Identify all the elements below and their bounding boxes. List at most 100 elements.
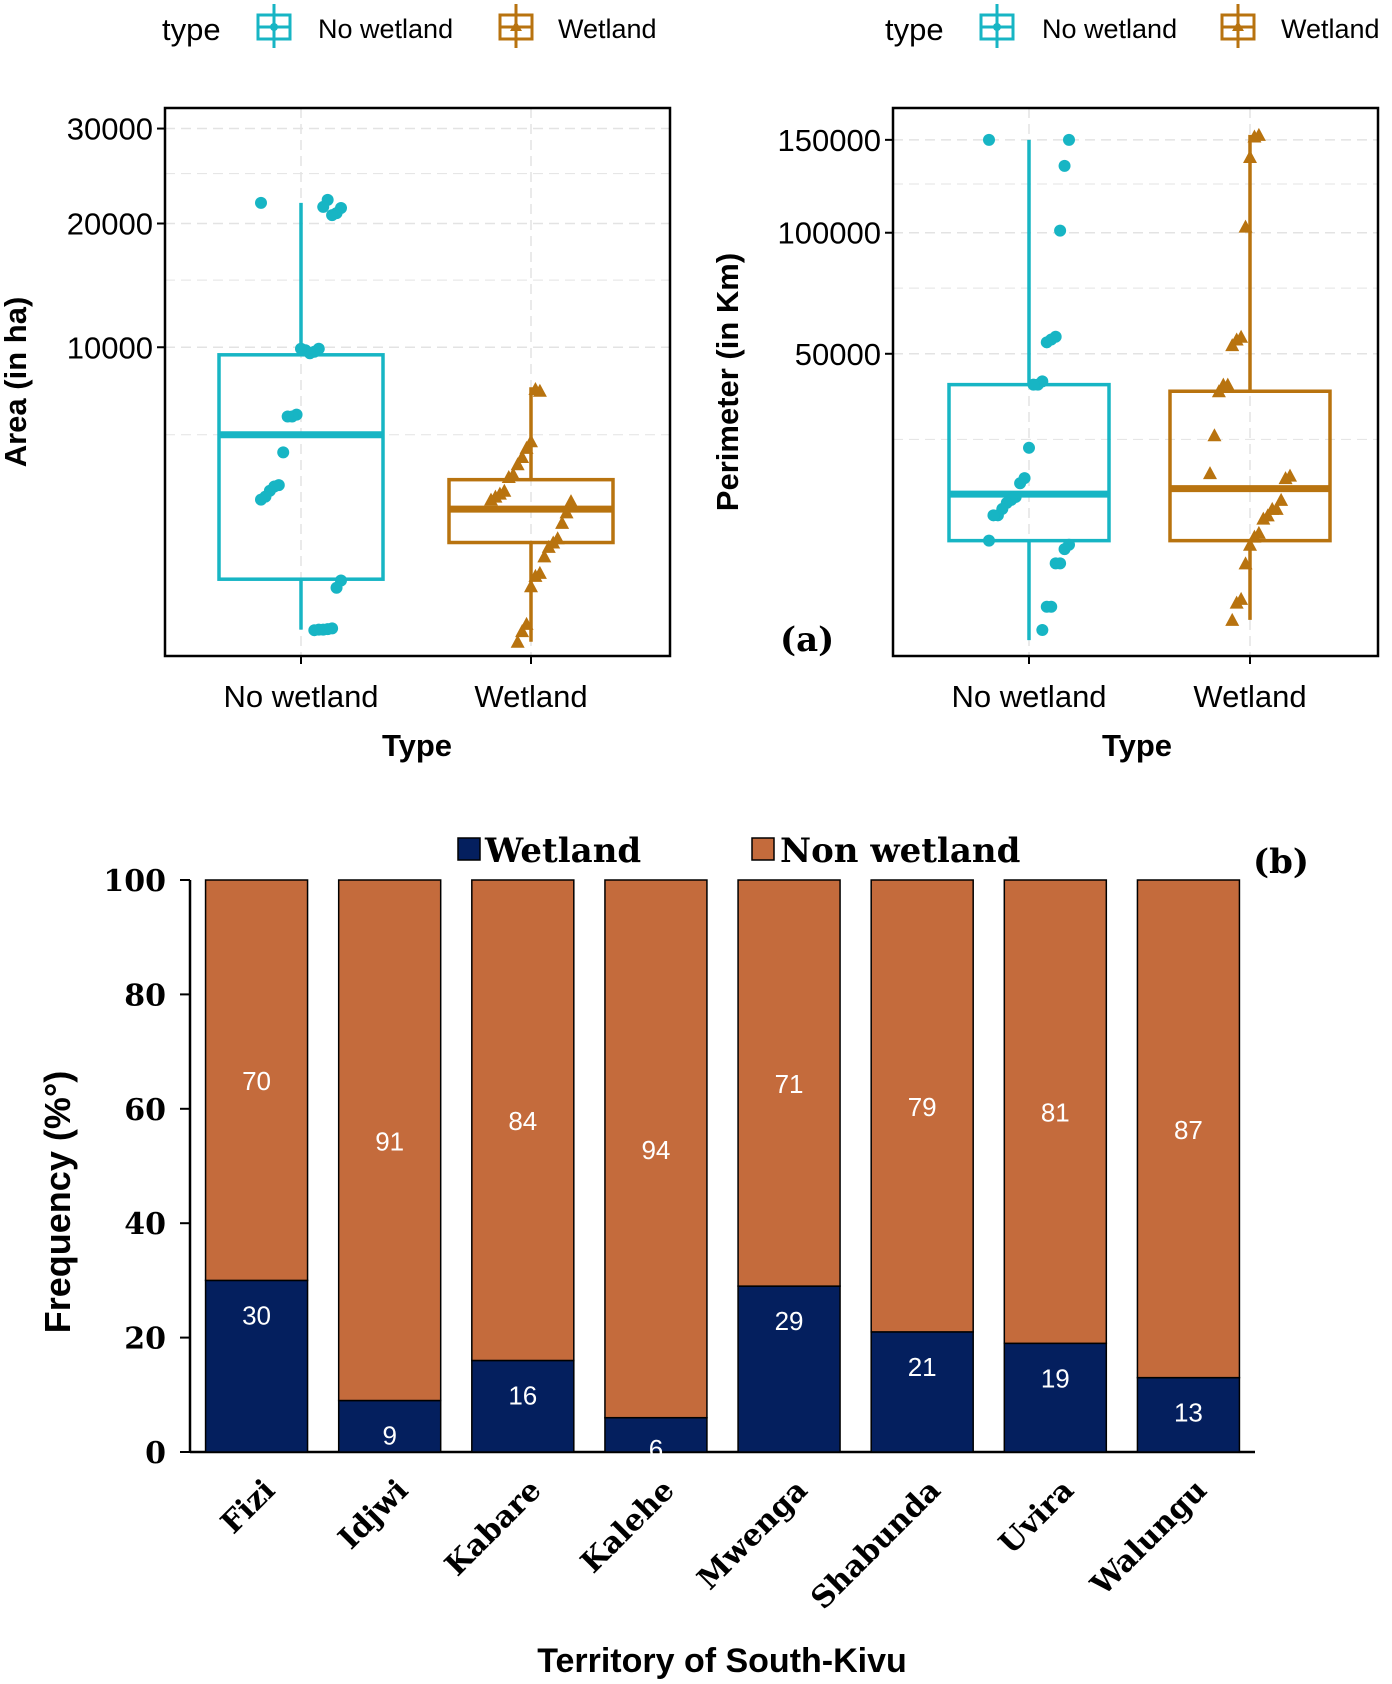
area-point-no-wetland xyxy=(281,410,294,423)
frequency-y-axis-title: Frequency (%°) xyxy=(37,1071,78,1333)
bar-wetland-shabunda xyxy=(870,1331,974,1453)
perim-point-wetland xyxy=(1278,471,1293,485)
area-legend-label-no-wetland: No wetland xyxy=(318,14,453,44)
bar-wetland-idjwi xyxy=(337,1399,442,1453)
legend-label-wetland: Wetland xyxy=(484,831,641,871)
bar-label-wetland-walungu: 13 xyxy=(1174,1398,1203,1428)
perim-tick-label: 100000 xyxy=(778,216,881,251)
area-point-no-wetland xyxy=(330,581,343,594)
area-x-tick-label: Wetland xyxy=(474,679,587,714)
category-label-uvira: Uvira xyxy=(992,1473,1081,1562)
bar-label-wetland-idjwi: 9 xyxy=(382,1421,396,1451)
panel-label-b: (b) xyxy=(1253,842,1309,882)
bar-wetland-kalehe xyxy=(604,1416,708,1453)
bar-wetland-kabare xyxy=(471,1359,575,1453)
category-label-kalehe: Kalehe xyxy=(574,1473,681,1580)
area-point-wetland xyxy=(537,549,552,563)
area-point-no-wetland xyxy=(308,624,321,637)
frequency-bars: 30 70 9 91 16 84 6 94 29 71 21 79 19 81 13 87 xyxy=(204,879,1241,1464)
frequency-y-tick-label: 100 xyxy=(103,864,166,899)
perim-point-no-wetland xyxy=(983,534,995,547)
category-label-shabunda: Shabunda xyxy=(804,1473,947,1616)
category-label-walungu: Walungu xyxy=(1084,1473,1214,1603)
area-point-no-wetland xyxy=(317,200,330,213)
area-legend-label-wetland: Wetland xyxy=(558,14,657,44)
panel-label-a: (a) xyxy=(780,620,834,660)
perimeter-legend-title: type xyxy=(885,12,944,47)
perim-point-wetland xyxy=(1243,150,1257,164)
bar-label-non-wetland-mwenga: 71 xyxy=(775,1069,804,1099)
perimeter-legend-label-no-wetland: No wetland xyxy=(1042,14,1177,44)
area-box-no-wetland xyxy=(217,202,385,630)
perim-point-wetland xyxy=(1247,129,1262,143)
area-point-wetland xyxy=(524,579,538,593)
perim-point-no-wetland xyxy=(983,133,995,146)
area-point-wetland xyxy=(519,440,534,454)
bar-label-non-wetland-idjwi: 91 xyxy=(375,1126,404,1156)
frequency-y-tick-label: 60 xyxy=(124,1093,166,1128)
perimeter-y-ticks: 50000 100000 150000 xyxy=(778,123,893,372)
category-label-mwenga: Mwenga xyxy=(691,1473,815,1597)
perim-tick-label: 50000 xyxy=(795,337,881,372)
category-label-kabare: Kabare xyxy=(438,1473,548,1583)
area-gridlines xyxy=(165,108,670,656)
perimeter-legend-key-wetland xyxy=(1220,4,1256,48)
area-point-wetland xyxy=(564,494,578,508)
perim-point-wetland xyxy=(1274,492,1289,506)
area-point-wetland xyxy=(528,568,543,582)
perimeter-boxplot-panel: type No wetland Wetland 50000 100000 15000… xyxy=(710,4,1380,763)
area-point-no-wetland xyxy=(295,342,307,355)
legend-swatch-wetland xyxy=(457,837,481,861)
area-x-tick-label: No wetland xyxy=(223,679,378,714)
area-tick-label: 20000 xyxy=(67,207,153,242)
bar-label-non-wetland-uvira: 81 xyxy=(1041,1098,1070,1128)
perimeter-y-axis-title: Perimeter (in Km) xyxy=(710,253,745,511)
perim-point-no-wetland xyxy=(1054,224,1067,237)
area-point-wetland xyxy=(528,382,543,396)
area-x-axis-title: Type xyxy=(382,728,452,763)
perim-point-wetland xyxy=(1225,612,1240,626)
area-tick-label: 30000 xyxy=(67,112,153,147)
frequency-y-tick-label: 20 xyxy=(124,1322,166,1357)
perim-point-wetland xyxy=(1238,556,1253,570)
perim-point-no-wetland xyxy=(1014,477,1027,490)
bar-label-wetland-fizi: 30 xyxy=(242,1300,271,1330)
area-y-ticks: 10000 20000 30000 xyxy=(67,112,165,365)
frequency-y-tick-label: 0 xyxy=(145,1436,166,1471)
bar-non-wetland-idjwi xyxy=(337,879,442,1402)
area-point-wetland xyxy=(559,505,574,519)
frequency-x-axis-title: Territory of South-Kivu xyxy=(537,1642,907,1680)
perimeter-legend-key-no-wetland xyxy=(979,4,1015,48)
area-x-ticks: No wetland Wetland xyxy=(223,656,588,714)
perim-point-wetland xyxy=(1247,529,1262,543)
area-point-no-wetland xyxy=(255,196,267,209)
area-point-wetland xyxy=(484,492,498,506)
perim-point-no-wetland xyxy=(1058,543,1071,556)
perim-point-wetland xyxy=(1203,466,1217,480)
category-label-fizi: Fizi xyxy=(214,1473,282,1541)
frequency-legend: Wetland Non wetland xyxy=(457,831,1020,871)
area-point-wetland xyxy=(555,515,570,529)
bar-label-wetland-mwenga: 29 xyxy=(775,1306,804,1336)
perimeter-points xyxy=(983,127,1297,636)
bar-wetland-fizi xyxy=(204,1279,309,1453)
area-y-axis-title: Area (in ha) xyxy=(0,297,33,468)
area-iqr-box xyxy=(217,353,385,581)
area-point-no-wetland xyxy=(326,209,339,222)
area-points xyxy=(255,193,578,648)
perim-point-no-wetland xyxy=(987,509,1000,522)
bar-wetland-mwenga xyxy=(737,1285,841,1453)
bar-label-non-wetland-kalehe: 94 xyxy=(641,1135,670,1165)
area-point-wetland xyxy=(510,634,525,648)
perim-point-no-wetland xyxy=(1036,623,1049,636)
perim-point-wetland xyxy=(1256,511,1271,525)
area-point-wetland xyxy=(501,470,516,484)
category-label-idjwi: Idjwi xyxy=(332,1473,416,1557)
perim-x-tick-label: Wetland xyxy=(1193,679,1306,714)
area-legend-title: type xyxy=(162,12,221,47)
perim-point-wetland xyxy=(1207,428,1222,442)
bar-wetland-walungu xyxy=(1136,1376,1241,1453)
bar-non-wetland-fizi xyxy=(204,879,309,1282)
